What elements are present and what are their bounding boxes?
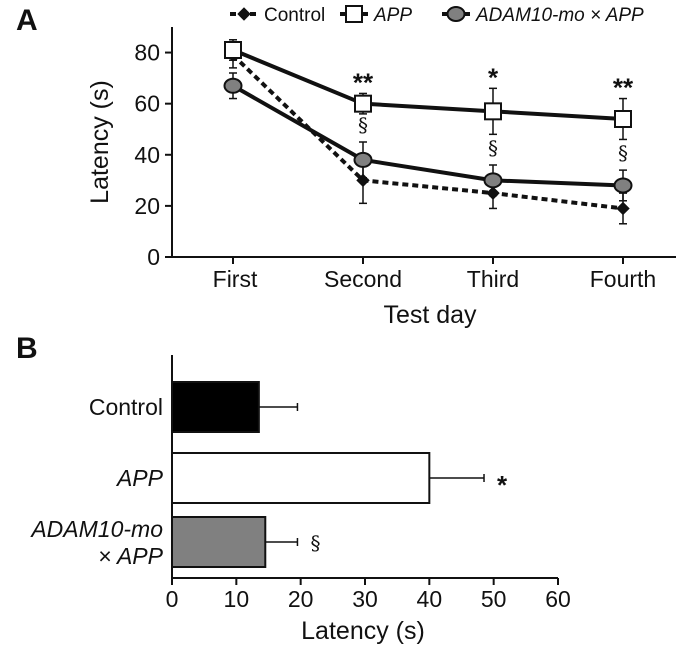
bar-category-label: × APP	[98, 543, 164, 569]
panel-a-y-tick-label: 20	[134, 193, 160, 219]
panel-a-y-tick-label: 0	[147, 244, 160, 270]
panel-a-x-tick-label: Second	[324, 266, 402, 292]
panel-b-x-tick-label: 30	[352, 586, 378, 612]
bar	[171, 452, 431, 504]
panel-a-y-tick-label: 40	[134, 142, 160, 168]
data-point-circle	[223, 77, 243, 94]
panel-a-y-tick-label: 60	[134, 91, 160, 117]
series-line-diamond	[231, 53, 624, 211]
bar-significance-mark: §	[310, 531, 320, 555]
panel-a-x-axis-title: Test day	[383, 301, 477, 329]
legend-label-circle: ADAM10-mo × APP	[475, 5, 644, 26]
panel-a-x-tick-label: Third	[467, 266, 519, 292]
legend-marker-circle	[446, 6, 466, 22]
panel-b-x-tick-label: 60	[545, 586, 571, 612]
data-point-diamond	[486, 186, 500, 200]
data-point-circle	[353, 151, 373, 168]
data-point-square	[224, 41, 242, 59]
legend-marker-square	[345, 5, 363, 23]
bar-category-label: ADAM10-mo	[29, 516, 163, 542]
panel-a-x-tick-label: First	[213, 266, 258, 292]
significance-section: §	[488, 136, 498, 160]
significance-star: *	[488, 62, 499, 92]
panel-b-label: B	[16, 332, 38, 365]
bar-significance-mark: *	[497, 470, 508, 500]
series-line-square	[232, 48, 624, 121]
bar	[171, 381, 260, 433]
legend-label-diamond: Control	[264, 5, 325, 26]
panel-b-x-tick-label: 40	[417, 586, 443, 612]
data-point-square	[484, 102, 502, 121]
panel-b-x-tick-label: 0	[166, 586, 179, 612]
legend-label-square: APP	[373, 5, 412, 26]
series-line-circle	[232, 84, 624, 188]
significance-star: **	[353, 67, 374, 97]
significance-star: **	[613, 73, 634, 103]
panel-a-y-axis-title: Latency (s)	[86, 80, 114, 204]
bar-category-label: APP	[115, 465, 164, 491]
data-point-square	[614, 110, 632, 128]
data-point-circle	[483, 172, 503, 189]
panel-a-label: A	[16, 4, 38, 37]
panel-b-x-axis-title: Latency (s)	[301, 617, 425, 645]
panel-b-x-tick-label: 20	[288, 586, 314, 612]
data-point-square	[354, 94, 372, 113]
significance-section: §	[358, 113, 368, 137]
bar-category-label: Control	[89, 394, 163, 420]
data-point-circle	[613, 177, 633, 194]
data-point-diamond	[356, 173, 370, 188]
panel-a-x-tick-label: Fourth	[590, 266, 656, 292]
panel-a-y-tick-label: 80	[134, 40, 160, 66]
bar	[171, 516, 267, 568]
panel-b-x-tick-label: 50	[481, 586, 507, 612]
panel-b-x-tick-label: 10	[224, 586, 250, 612]
legend-marker-diamond	[237, 7, 251, 21]
data-point-diamond	[616, 201, 630, 216]
significance-section: §	[618, 141, 628, 165]
